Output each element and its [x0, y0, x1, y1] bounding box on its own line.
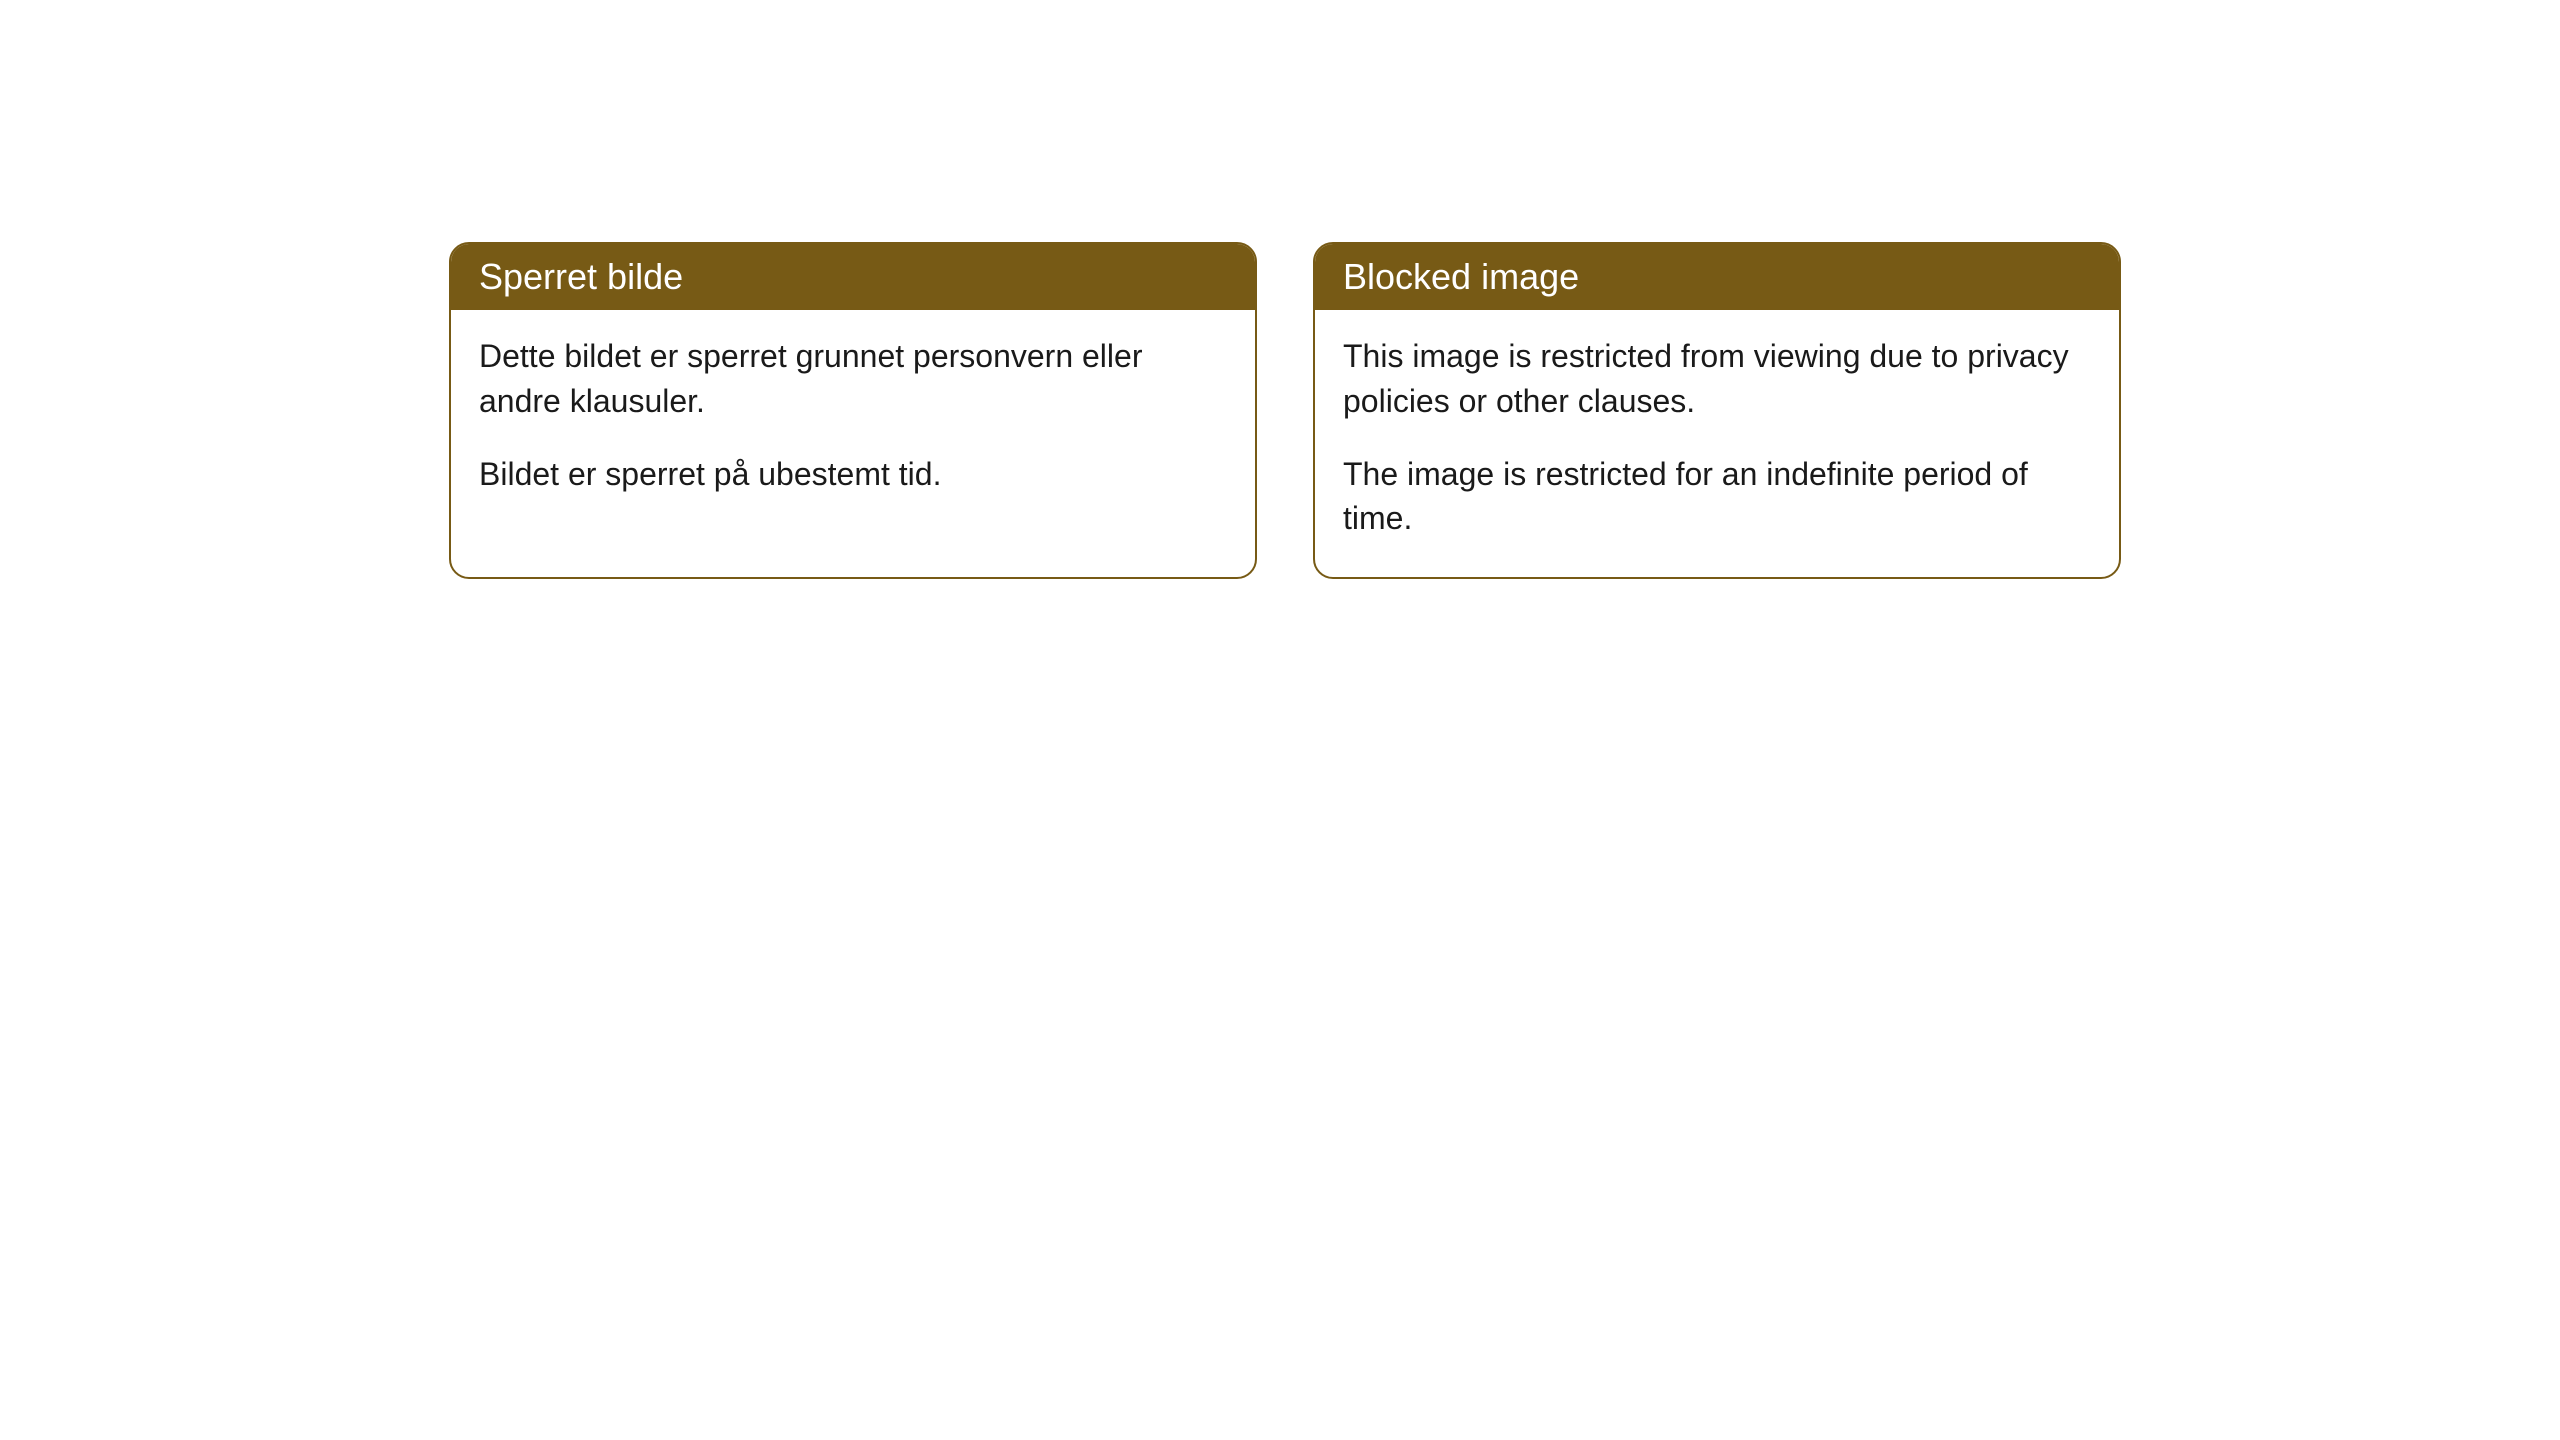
card-paragraph: The image is restricted for an indefinit… [1343, 452, 2091, 542]
card-title: Blocked image [1343, 256, 1579, 297]
card-header: Blocked image [1315, 244, 2119, 310]
notice-card-english: Blocked image This image is restricted f… [1313, 242, 2121, 579]
card-paragraph: Bildet er sperret på ubestemt tid. [479, 452, 1227, 497]
notice-cards-container: Sperret bilde Dette bildet er sperret gr… [449, 242, 2121, 579]
notice-card-norwegian: Sperret bilde Dette bildet er sperret gr… [449, 242, 1257, 579]
card-body: Dette bildet er sperret grunnet personve… [451, 310, 1255, 532]
card-paragraph: This image is restricted from viewing du… [1343, 334, 2091, 424]
card-title: Sperret bilde [479, 256, 683, 297]
card-header: Sperret bilde [451, 244, 1255, 310]
card-body: This image is restricted from viewing du… [1315, 310, 2119, 577]
card-paragraph: Dette bildet er sperret grunnet personve… [479, 334, 1227, 424]
